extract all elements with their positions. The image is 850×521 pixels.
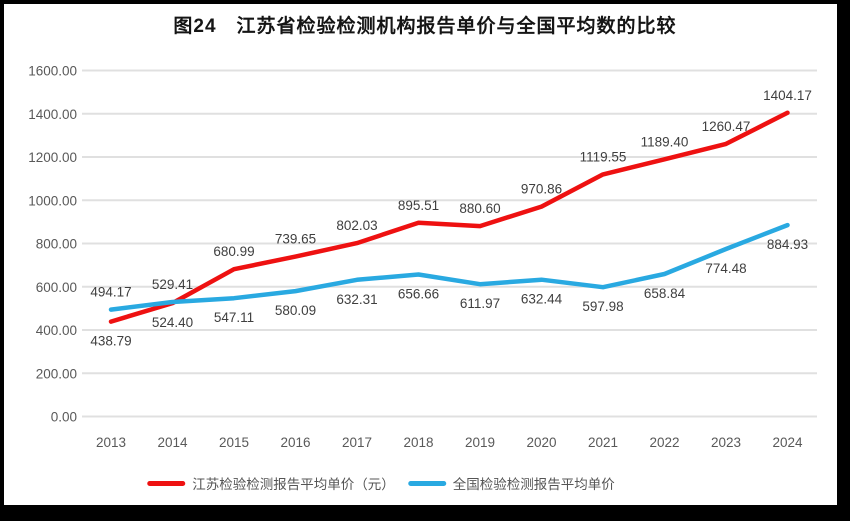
national-data-label: 774.48 <box>705 261 746 276</box>
jiangsu-data-label: 895.51 <box>398 198 439 213</box>
national-data-label: 611.97 <box>460 296 500 311</box>
national-data-label: 632.31 <box>336 292 377 307</box>
legend-label-national: 全国检验检测报告平均单价 <box>452 477 615 492</box>
y-axis-tick-label: 1200.00 <box>28 150 77 165</box>
x-axis-tick-label: 2019 <box>465 435 495 450</box>
national-data-label: 656.66 <box>398 286 439 301</box>
legend-item-national: 全国检验检测报告平均单价 <box>407 473 615 493</box>
national-data-label: 494.17 <box>90 285 131 300</box>
x-axis-tick-label: 2020 <box>526 435 556 450</box>
legend: 江苏检验检测报告平均单价（元） 全国检验检测报告平均单价 <box>147 473 615 493</box>
national-data-label: 597.98 <box>582 299 623 314</box>
national-data-label: 580.09 <box>275 303 316 318</box>
x-axis-tick-label: 2022 <box>649 435 679 450</box>
y-axis-tick-label: 600.00 <box>36 280 77 295</box>
x-axis-tick-label: 2016 <box>280 435 310 450</box>
national-data-label: 658.84 <box>644 286 686 301</box>
jiangsu-data-label: 1404.17 <box>763 88 812 103</box>
page-background <box>4 4 837 505</box>
jiangsu-data-label: 680.99 <box>213 244 254 259</box>
jiangsu-series-line <box>108 110 790 324</box>
national-data-label: 884.93 <box>767 237 808 252</box>
y-axis-tick-label: 400.00 <box>36 323 77 338</box>
jiangsu-data-label: 1119.55 <box>580 149 627 164</box>
y-axis-tick-label: 1000.00 <box>28 193 77 208</box>
y-axis-tick-label: 1400.00 <box>28 107 77 122</box>
jiangsu-data-label: 1189.40 <box>641 134 689 149</box>
x-axis-tick-label: 2018 <box>403 435 433 450</box>
jiangsu-data-label: 1260.47 <box>702 119 751 134</box>
x-axis-tick-label: 2017 <box>342 435 372 450</box>
national-data-label: 547.11 <box>214 310 254 325</box>
x-axis-tick-label: 2015 <box>219 435 249 450</box>
jiangsu-data-label: 802.03 <box>336 218 377 233</box>
jiangsu-line-swatch-icon <box>147 480 186 486</box>
x-axis-tick-label: 2023 <box>711 435 741 450</box>
y-axis-tick-label: 0.00 <box>51 410 77 425</box>
national-data-label: 632.44 <box>521 292 563 307</box>
jiangsu-data-label: 880.60 <box>459 201 500 216</box>
y-axis-tick-label: 1600.00 <box>28 64 77 79</box>
legend-label-jiangsu: 江苏检验检测报告平均单价（元） <box>192 477 395 492</box>
national-series-line <box>108 222 790 312</box>
legend-item-jiangsu: 江苏检验检测报告平均单价（元） <box>147 473 395 493</box>
x-axis-tick-label: 2014 <box>157 435 188 450</box>
chart-title: 图24 江苏省检验检测机构报告单价与全国平均数的比较 <box>173 16 677 37</box>
national-line-swatch-icon <box>407 480 446 486</box>
jiangsu-data-label: 739.65 <box>275 232 316 247</box>
jiangsu-data-label: 438.79 <box>90 334 131 349</box>
jiangsu-data-label: 970.86 <box>521 182 562 197</box>
x-axis-tick-label: 2013 <box>96 435 126 450</box>
y-axis-tick-label: 200.00 <box>36 366 77 381</box>
national-data-label: 529.41 <box>152 277 193 292</box>
x-axis-tick-label: 2021 <box>588 435 618 450</box>
jiangsu-data-label: 524.40 <box>152 315 193 330</box>
y-axis-tick-label: 800.00 <box>36 237 77 252</box>
x-axis-tick-label: 2024 <box>772 435 803 450</box>
